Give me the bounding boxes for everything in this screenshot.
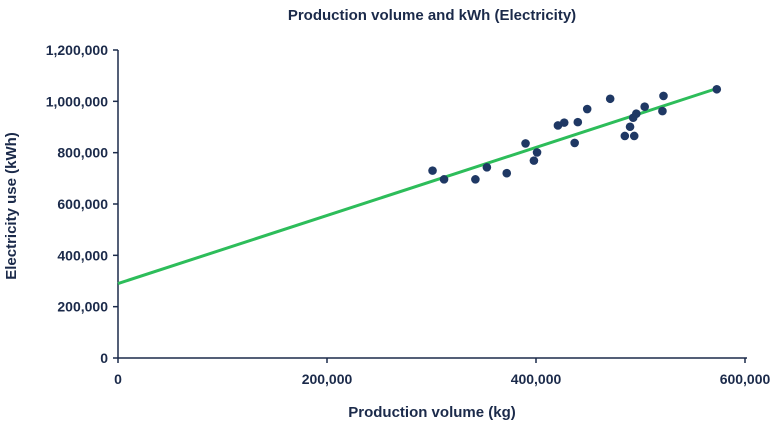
y-tick-label: 1,200,000 xyxy=(46,42,108,58)
data-point xyxy=(605,94,615,104)
data-point xyxy=(632,109,641,118)
x-tick-label: 200,000 xyxy=(302,371,353,387)
data-point xyxy=(625,122,635,132)
data-point xyxy=(640,102,649,112)
data-point xyxy=(582,104,592,114)
data-point xyxy=(658,106,667,116)
data-point xyxy=(629,131,639,141)
x-tick-label: 400,000 xyxy=(511,371,562,387)
data-point xyxy=(620,131,630,141)
data-point xyxy=(502,168,512,178)
data-point xyxy=(428,166,437,175)
data-point xyxy=(573,117,583,127)
y-tick-label: 200,000 xyxy=(57,299,108,315)
data-point xyxy=(529,156,539,165)
data-point xyxy=(532,148,542,157)
chart-title: Production volume and kWh (Electricity) xyxy=(288,7,576,24)
y-tick-label: 400,000 xyxy=(57,247,108,263)
data-point xyxy=(659,91,668,101)
x-tick-label: 0 xyxy=(114,371,122,387)
data-point xyxy=(439,175,449,184)
data-point xyxy=(471,175,480,184)
data-point xyxy=(482,162,492,172)
y-tick-label: 600,000 xyxy=(57,196,108,212)
y-axis-label: Electricity use (kWh) xyxy=(3,132,20,280)
y-tick-label: 0 xyxy=(100,350,108,366)
x-axis-label: Production volume (kg) xyxy=(348,404,516,421)
data-point xyxy=(570,138,579,148)
data-point xyxy=(559,118,569,127)
y-tick-label: 1,000,000 xyxy=(46,93,108,109)
data-point xyxy=(521,139,530,148)
x-tick-label: 600,000 xyxy=(720,371,771,387)
y-tick-label: 800,000 xyxy=(57,145,108,161)
trendline xyxy=(117,87,718,285)
data-point xyxy=(712,84,722,94)
